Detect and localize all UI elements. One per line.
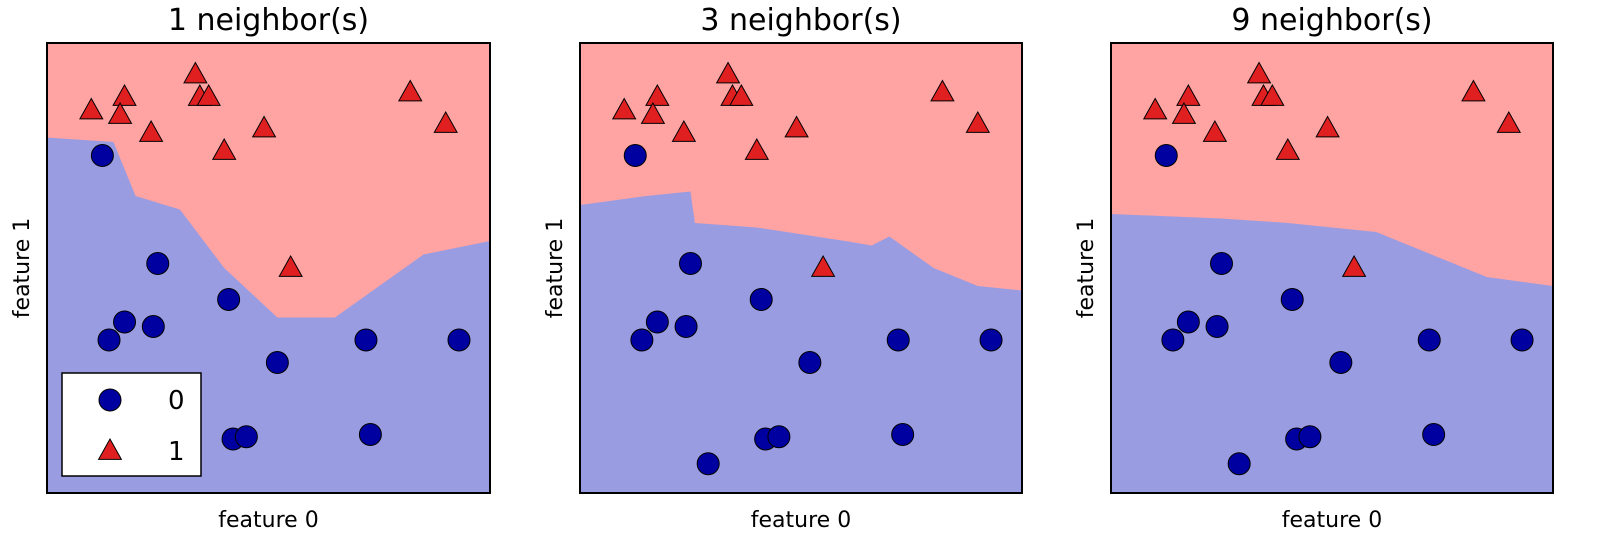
class-1-point	[251, 115, 277, 138]
class-1-point	[715, 61, 741, 84]
class-0-point	[891, 423, 915, 446]
class-0-point	[1227, 452, 1251, 476]
class-0-point	[1510, 328, 1534, 352]
y-axis-label: feature 1	[543, 218, 568, 318]
class-0-point	[1205, 315, 1229, 338]
class-1-point	[1246, 61, 1272, 84]
class-1-point	[1171, 101, 1197, 124]
class-0-point	[674, 315, 698, 338]
class-1-point	[1461, 79, 1486, 102]
class-1-point	[107, 101, 133, 124]
class-0-point	[679, 252, 702, 275]
class-0-point	[1417, 328, 1441, 352]
class-1-point	[1202, 119, 1228, 142]
class-1-point	[810, 254, 836, 277]
x-axis-label: feature 0	[751, 508, 851, 533]
class-0-point	[90, 144, 114, 167]
class-0-point	[1154, 144, 1178, 167]
y-axis-label: feature 1	[10, 218, 35, 318]
legend-marker-1	[97, 437, 123, 460]
class-1-point	[278, 254, 303, 277]
class-1-point	[640, 101, 666, 124]
class-0-point	[979, 328, 1003, 352]
class-0-point	[265, 351, 289, 374]
panel-title: 1 neighbor(s)	[168, 3, 369, 38]
class-0-point	[113, 310, 137, 334]
class-1-point	[744, 137, 770, 160]
y-axis-label: feature 1	[1074, 218, 1099, 318]
class-1-region	[47, 43, 490, 318]
class-1-point	[196, 83, 221, 106]
class-1-point	[611, 97, 637, 120]
class-1-point	[1315, 115, 1340, 138]
axes-frame	[46, 42, 491, 494]
class-1-point	[930, 79, 955, 102]
class-0-point	[217, 288, 241, 311]
class-0-point	[1161, 328, 1185, 352]
class-1-point	[1275, 137, 1301, 160]
class-1-point	[671, 119, 697, 142]
class-1-point	[138, 119, 164, 142]
class-0-point	[798, 351, 822, 374]
panel-title: 3 neighbor(s)	[700, 3, 901, 38]
class-1-point	[1341, 254, 1367, 277]
class-0-point	[1176, 310, 1200, 334]
class-0-point	[146, 252, 170, 275]
legend-marker-0	[98, 388, 122, 412]
class-1-point	[211, 137, 237, 160]
class-1-region	[580, 43, 1022, 291]
class-1-point	[729, 83, 754, 106]
class-0-point	[1210, 252, 1233, 275]
class-0-point	[1298, 425, 1322, 449]
class-0-point	[234, 425, 258, 449]
class-1-point	[112, 83, 137, 106]
legend-label-1: 1	[168, 437, 185, 467]
legend-label-0: 0	[168, 386, 185, 416]
legend-box	[61, 372, 202, 477]
class-0-point	[886, 328, 910, 352]
class-0-point	[354, 328, 378, 352]
panel-2: 3 neighbor(s) feature 0 feature 1	[543, 3, 1023, 533]
class-1-point	[1176, 83, 1201, 106]
class-0-point	[447, 328, 471, 352]
x-axis-label: feature 0	[1282, 508, 1382, 533]
class-0-point	[1280, 288, 1304, 311]
panel-title: 9 neighbor(s)	[1231, 3, 1432, 38]
class-0-point	[749, 288, 773, 311]
class-0-point	[767, 425, 791, 449]
axes-frame	[579, 42, 1023, 494]
class-0-point	[645, 310, 669, 334]
x-axis-label: feature 0	[218, 508, 318, 533]
class-1-point	[1260, 83, 1285, 106]
class-1-point	[965, 110, 991, 133]
panel-3: 9 neighbor(s) feature 0 feature 1	[1074, 3, 1554, 533]
class-1-point	[784, 115, 809, 138]
class-1-point	[398, 79, 423, 102]
class-0-point	[358, 423, 382, 446]
class-0-point	[97, 328, 121, 352]
class-1-point	[1142, 97, 1168, 120]
class-1-point	[183, 61, 208, 84]
class-0-point	[696, 452, 720, 476]
class-1-point	[433, 110, 458, 133]
class-1-region	[1111, 43, 1553, 286]
class-0-point	[141, 315, 165, 338]
class-1-point	[79, 97, 104, 120]
class-1-point	[1496, 110, 1522, 133]
class-0-point	[623, 144, 647, 167]
class-0-point	[1329, 351, 1353, 374]
class-1-point	[645, 83, 670, 106]
class-0-point	[1422, 423, 1446, 446]
axes-frame	[1110, 42, 1554, 494]
class-0-point	[630, 328, 654, 352]
legend: 01	[61, 372, 202, 477]
